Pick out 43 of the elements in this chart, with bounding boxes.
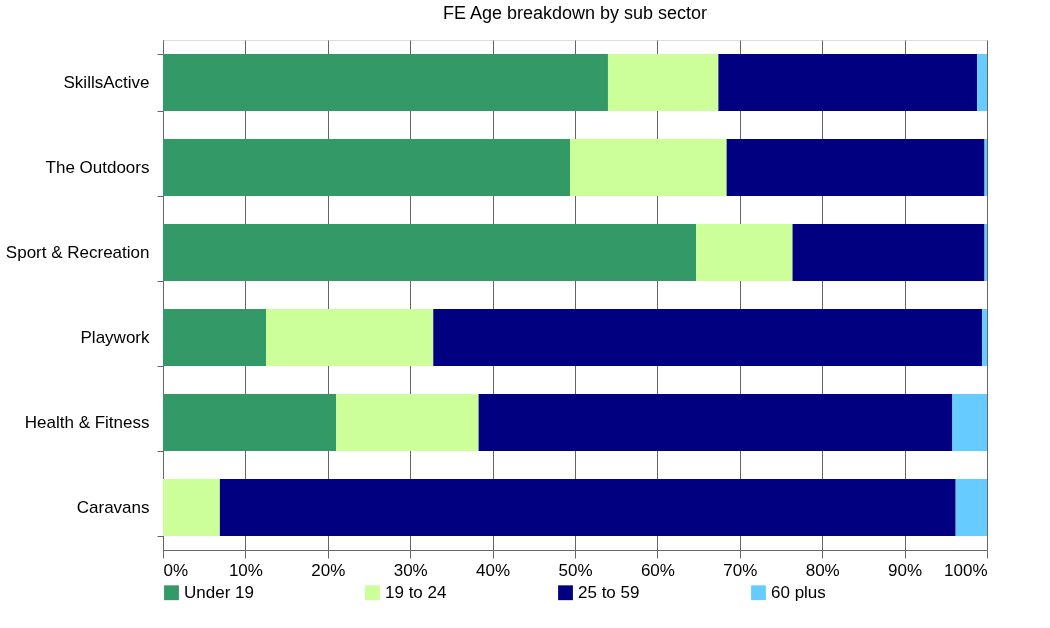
bar bbox=[726, 139, 985, 196]
bar bbox=[792, 224, 985, 281]
chart-title: FE Age breakdown by sub sector bbox=[442, 3, 708, 23]
x-tick-label: 50% bbox=[558, 560, 593, 580]
bar bbox=[163, 139, 571, 196]
x-tick-label: 40% bbox=[476, 560, 511, 580]
bar bbox=[163, 309, 266, 366]
x-tick-label: 70% bbox=[723, 560, 758, 580]
bar bbox=[696, 224, 793, 281]
x-tick-label: 100% bbox=[944, 560, 988, 580]
bar bbox=[952, 394, 987, 451]
x-tick-label: 20% bbox=[311, 560, 346, 580]
bar bbox=[955, 479, 987, 536]
legend-label: Under 19 bbox=[184, 582, 254, 602]
bar bbox=[478, 394, 953, 451]
bar bbox=[266, 309, 434, 366]
bar bbox=[977, 54, 987, 111]
legend-label: 60 plus bbox=[771, 582, 826, 602]
x-tick-label: 10% bbox=[228, 560, 263, 580]
x-tick-label: 0% bbox=[163, 560, 189, 580]
bar bbox=[163, 479, 220, 536]
y-tick-label: Sport & Recreation bbox=[5, 243, 150, 262]
bar bbox=[718, 54, 978, 111]
bar bbox=[336, 394, 479, 451]
x-tick-label: 80% bbox=[805, 560, 840, 580]
x-tick-label: 90% bbox=[888, 560, 923, 580]
y-tick-label: The Outdoors bbox=[45, 158, 150, 177]
bar bbox=[163, 394, 337, 451]
x-tick-label: 60% bbox=[640, 560, 675, 580]
x-tick-label: 30% bbox=[393, 560, 428, 580]
y-tick-label: Health & Fitness bbox=[24, 413, 150, 432]
bar bbox=[607, 54, 719, 111]
bar bbox=[982, 309, 987, 366]
legend-label: 19 to 24 bbox=[385, 582, 447, 602]
legend-label: 25 to 59 bbox=[578, 582, 640, 602]
bar bbox=[570, 139, 727, 196]
bar bbox=[219, 479, 956, 536]
y-tick-label: Caravans bbox=[76, 498, 150, 517]
bar bbox=[163, 224, 697, 281]
y-tick-label: Playwork bbox=[80, 328, 150, 347]
bar bbox=[163, 54, 608, 111]
bar bbox=[433, 309, 983, 366]
y-tick-label: SkillsActive bbox=[63, 73, 150, 92]
